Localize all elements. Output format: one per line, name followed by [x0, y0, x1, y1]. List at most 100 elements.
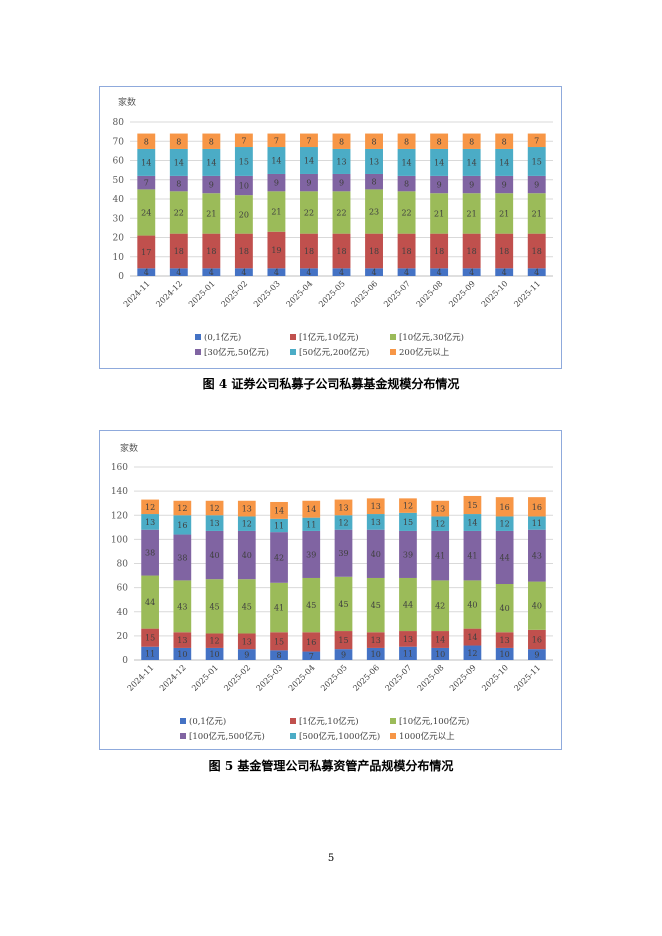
data-label: 21	[532, 209, 542, 218]
data-label: 14	[467, 518, 477, 527]
x-tick-label: 2025-03	[255, 663, 285, 693]
bar-segment	[397, 148, 416, 176]
bar-segment	[365, 133, 383, 149]
bar-segment	[137, 148, 156, 176]
bar-segment	[237, 516, 256, 531]
data-label: 13	[435, 505, 445, 514]
data-label: 14	[206, 158, 216, 167]
bar-segment	[528, 529, 546, 582]
bar-segment	[528, 629, 546, 650]
data-label: 12	[500, 520, 510, 529]
x-tick-label: 2025-11	[512, 663, 542, 693]
x-tick-label: 2025-07	[384, 663, 414, 693]
data-label: 14	[434, 158, 444, 167]
bar-segment	[334, 631, 353, 650]
data-label: 13	[338, 503, 348, 512]
bar-segment	[234, 175, 253, 196]
bar-segment	[267, 231, 286, 269]
legend-label: [50亿元,200亿元)	[299, 347, 369, 358]
data-label: 10	[435, 650, 445, 659]
bar-segment	[300, 133, 318, 148]
bar-segment	[234, 233, 253, 269]
bar-segment	[397, 268, 416, 276]
bar-segment	[431, 500, 450, 517]
bar-segment	[366, 647, 385, 660]
data-label: 45	[209, 602, 219, 611]
data-label: 15	[274, 637, 284, 646]
data-label: 17	[141, 248, 151, 257]
data-label: 21	[499, 209, 509, 218]
data-label: 14	[401, 158, 411, 167]
bar-segment	[399, 512, 417, 531]
data-label: 18	[532, 247, 542, 256]
bar-segment	[202, 193, 221, 234]
data-label: 12	[177, 504, 187, 513]
data-label: 12	[467, 649, 477, 658]
legend-swatch	[290, 733, 296, 739]
bar-segment	[137, 235, 156, 269]
data-label: 44	[403, 601, 413, 610]
data-label: 7	[241, 136, 246, 145]
data-label: 12	[338, 518, 348, 527]
bar-segment	[430, 193, 449, 234]
data-label: 4	[469, 268, 474, 277]
data-label: 8	[209, 137, 214, 146]
bar-segment	[205, 500, 224, 516]
bar-segment	[141, 529, 159, 576]
data-label: 18	[304, 247, 314, 256]
x-tick-label: 2025-08	[416, 663, 446, 693]
bar-segment	[527, 175, 546, 194]
data-label: 14	[467, 158, 477, 167]
data-label: 44	[145, 598, 155, 607]
data-label: 16	[500, 503, 510, 512]
bar-segment	[495, 497, 514, 517]
bar-segment	[495, 148, 514, 176]
data-label: 14	[274, 506, 284, 515]
data-label: 45	[338, 600, 348, 609]
bar-segment	[334, 529, 353, 577]
bar-segment	[463, 645, 482, 660]
bar-segment	[202, 133, 221, 149]
data-label: 38	[177, 553, 187, 562]
bar-segment	[173, 500, 192, 516]
data-label: 4	[534, 268, 539, 277]
data-label: 4	[241, 268, 246, 277]
bar-segment	[270, 518, 288, 533]
bar-segment	[302, 517, 321, 531]
x-tick-label: 2025-09	[448, 663, 478, 693]
data-label: 15	[467, 501, 477, 510]
data-label: 8	[469, 137, 474, 146]
data-label: 9	[341, 651, 346, 660]
bar-segment	[495, 647, 514, 660]
data-label: 22	[336, 208, 346, 217]
data-label: 45	[242, 602, 252, 611]
bar-segment	[300, 173, 318, 192]
data-label: 22	[174, 208, 184, 217]
bar-segment	[397, 175, 416, 192]
data-label: 15	[145, 634, 155, 643]
bar-segment	[141, 575, 159, 629]
data-label: 13	[242, 505, 252, 514]
bar-segment	[302, 500, 321, 518]
bar-segment	[431, 647, 450, 660]
data-label: 15	[403, 518, 413, 527]
bar-segment	[202, 233, 221, 269]
bar-segment	[205, 515, 224, 531]
data-label: 18	[369, 247, 379, 256]
x-tick-label: 2025-11	[512, 279, 542, 309]
data-label: 9	[534, 651, 539, 660]
x-tick-label: 2024-12	[154, 279, 184, 309]
data-label: 10	[209, 650, 219, 659]
data-label: 10	[500, 650, 510, 659]
data-label: 9	[339, 179, 344, 188]
bar-segment	[528, 581, 546, 630]
bar-segment	[169, 233, 188, 269]
bar-segment	[267, 133, 286, 148]
data-label: 13	[145, 518, 155, 527]
x-tick-label: 2025-10	[480, 663, 510, 693]
data-label: 18	[467, 247, 477, 256]
bar-segment	[495, 133, 514, 149]
bar-segment	[462, 193, 481, 234]
data-label: 9	[437, 181, 442, 190]
bar-segment	[205, 530, 224, 580]
